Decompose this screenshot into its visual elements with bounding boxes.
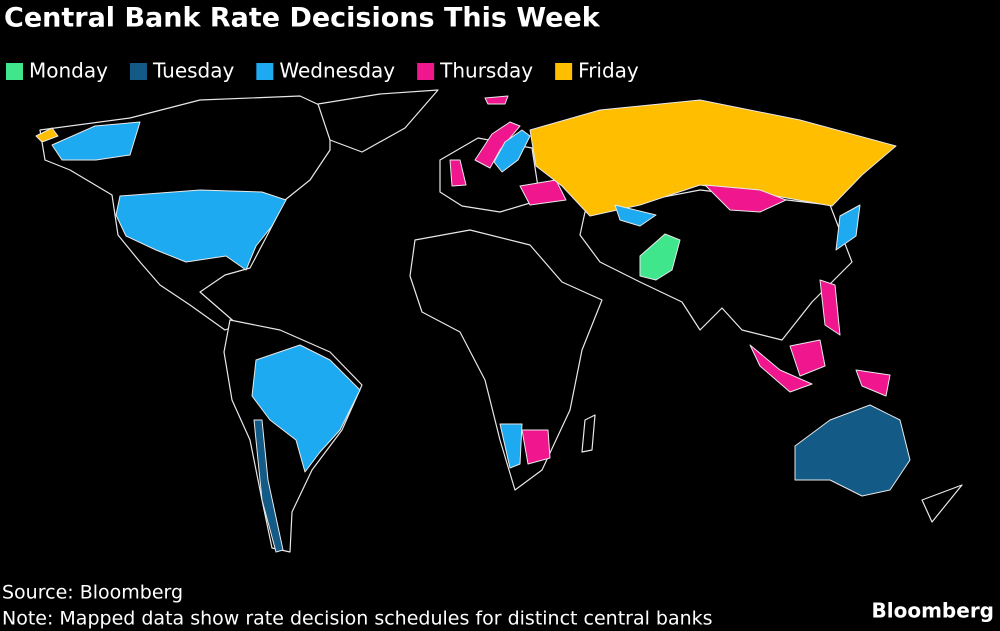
new-zealand [921, 484, 963, 523]
legend: Monday Tuesday Wednesday Thursday Friday [6, 59, 639, 83]
world-map [35, 89, 963, 553]
legend-label: Thursday [439, 59, 533, 83]
uzbekistan [614, 204, 657, 227]
logo: Bloomberg [872, 599, 994, 623]
philippines [819, 279, 841, 336]
greenland [317, 89, 439, 153]
russia [529, 99, 897, 217]
asia [579, 189, 853, 341]
chile [253, 419, 284, 553]
australia [794, 404, 911, 497]
alaska [51, 121, 141, 161]
legend-label: Tuesday [152, 59, 235, 83]
sweden [493, 129, 531, 173]
legend-label: Friday [578, 59, 639, 83]
south-africa [521, 429, 551, 465]
legend-swatch [555, 63, 573, 80]
madagascar [581, 414, 596, 453]
legend-swatch [256, 63, 274, 80]
iceland [484, 95, 509, 105]
aleutian-patch [35, 127, 59, 143]
note: Note: Mapped data show rate decision sch… [2, 608, 713, 630]
sumatra-java [749, 344, 813, 393]
united-kingdom [449, 159, 467, 187]
legend-swatch [6, 63, 23, 80]
legend-label: Monday [29, 59, 108, 83]
africa [409, 229, 603, 491]
papua [855, 369, 891, 397]
title: Central Bank Rate Decisions This Week [4, 3, 601, 34]
ukraine [519, 179, 567, 206]
borneo [789, 339, 826, 377]
namibia [499, 423, 523, 469]
brazil [251, 344, 361, 473]
source: Source: Bloomberg [2, 582, 183, 604]
legend-label: Wednesday [279, 59, 395, 83]
legend-swatch [417, 63, 435, 80]
pakistan [639, 233, 681, 281]
norway [474, 121, 521, 169]
legend-swatch [129, 63, 147, 80]
mongolia [704, 184, 787, 213]
united-states [115, 189, 287, 271]
japan [835, 204, 861, 251]
